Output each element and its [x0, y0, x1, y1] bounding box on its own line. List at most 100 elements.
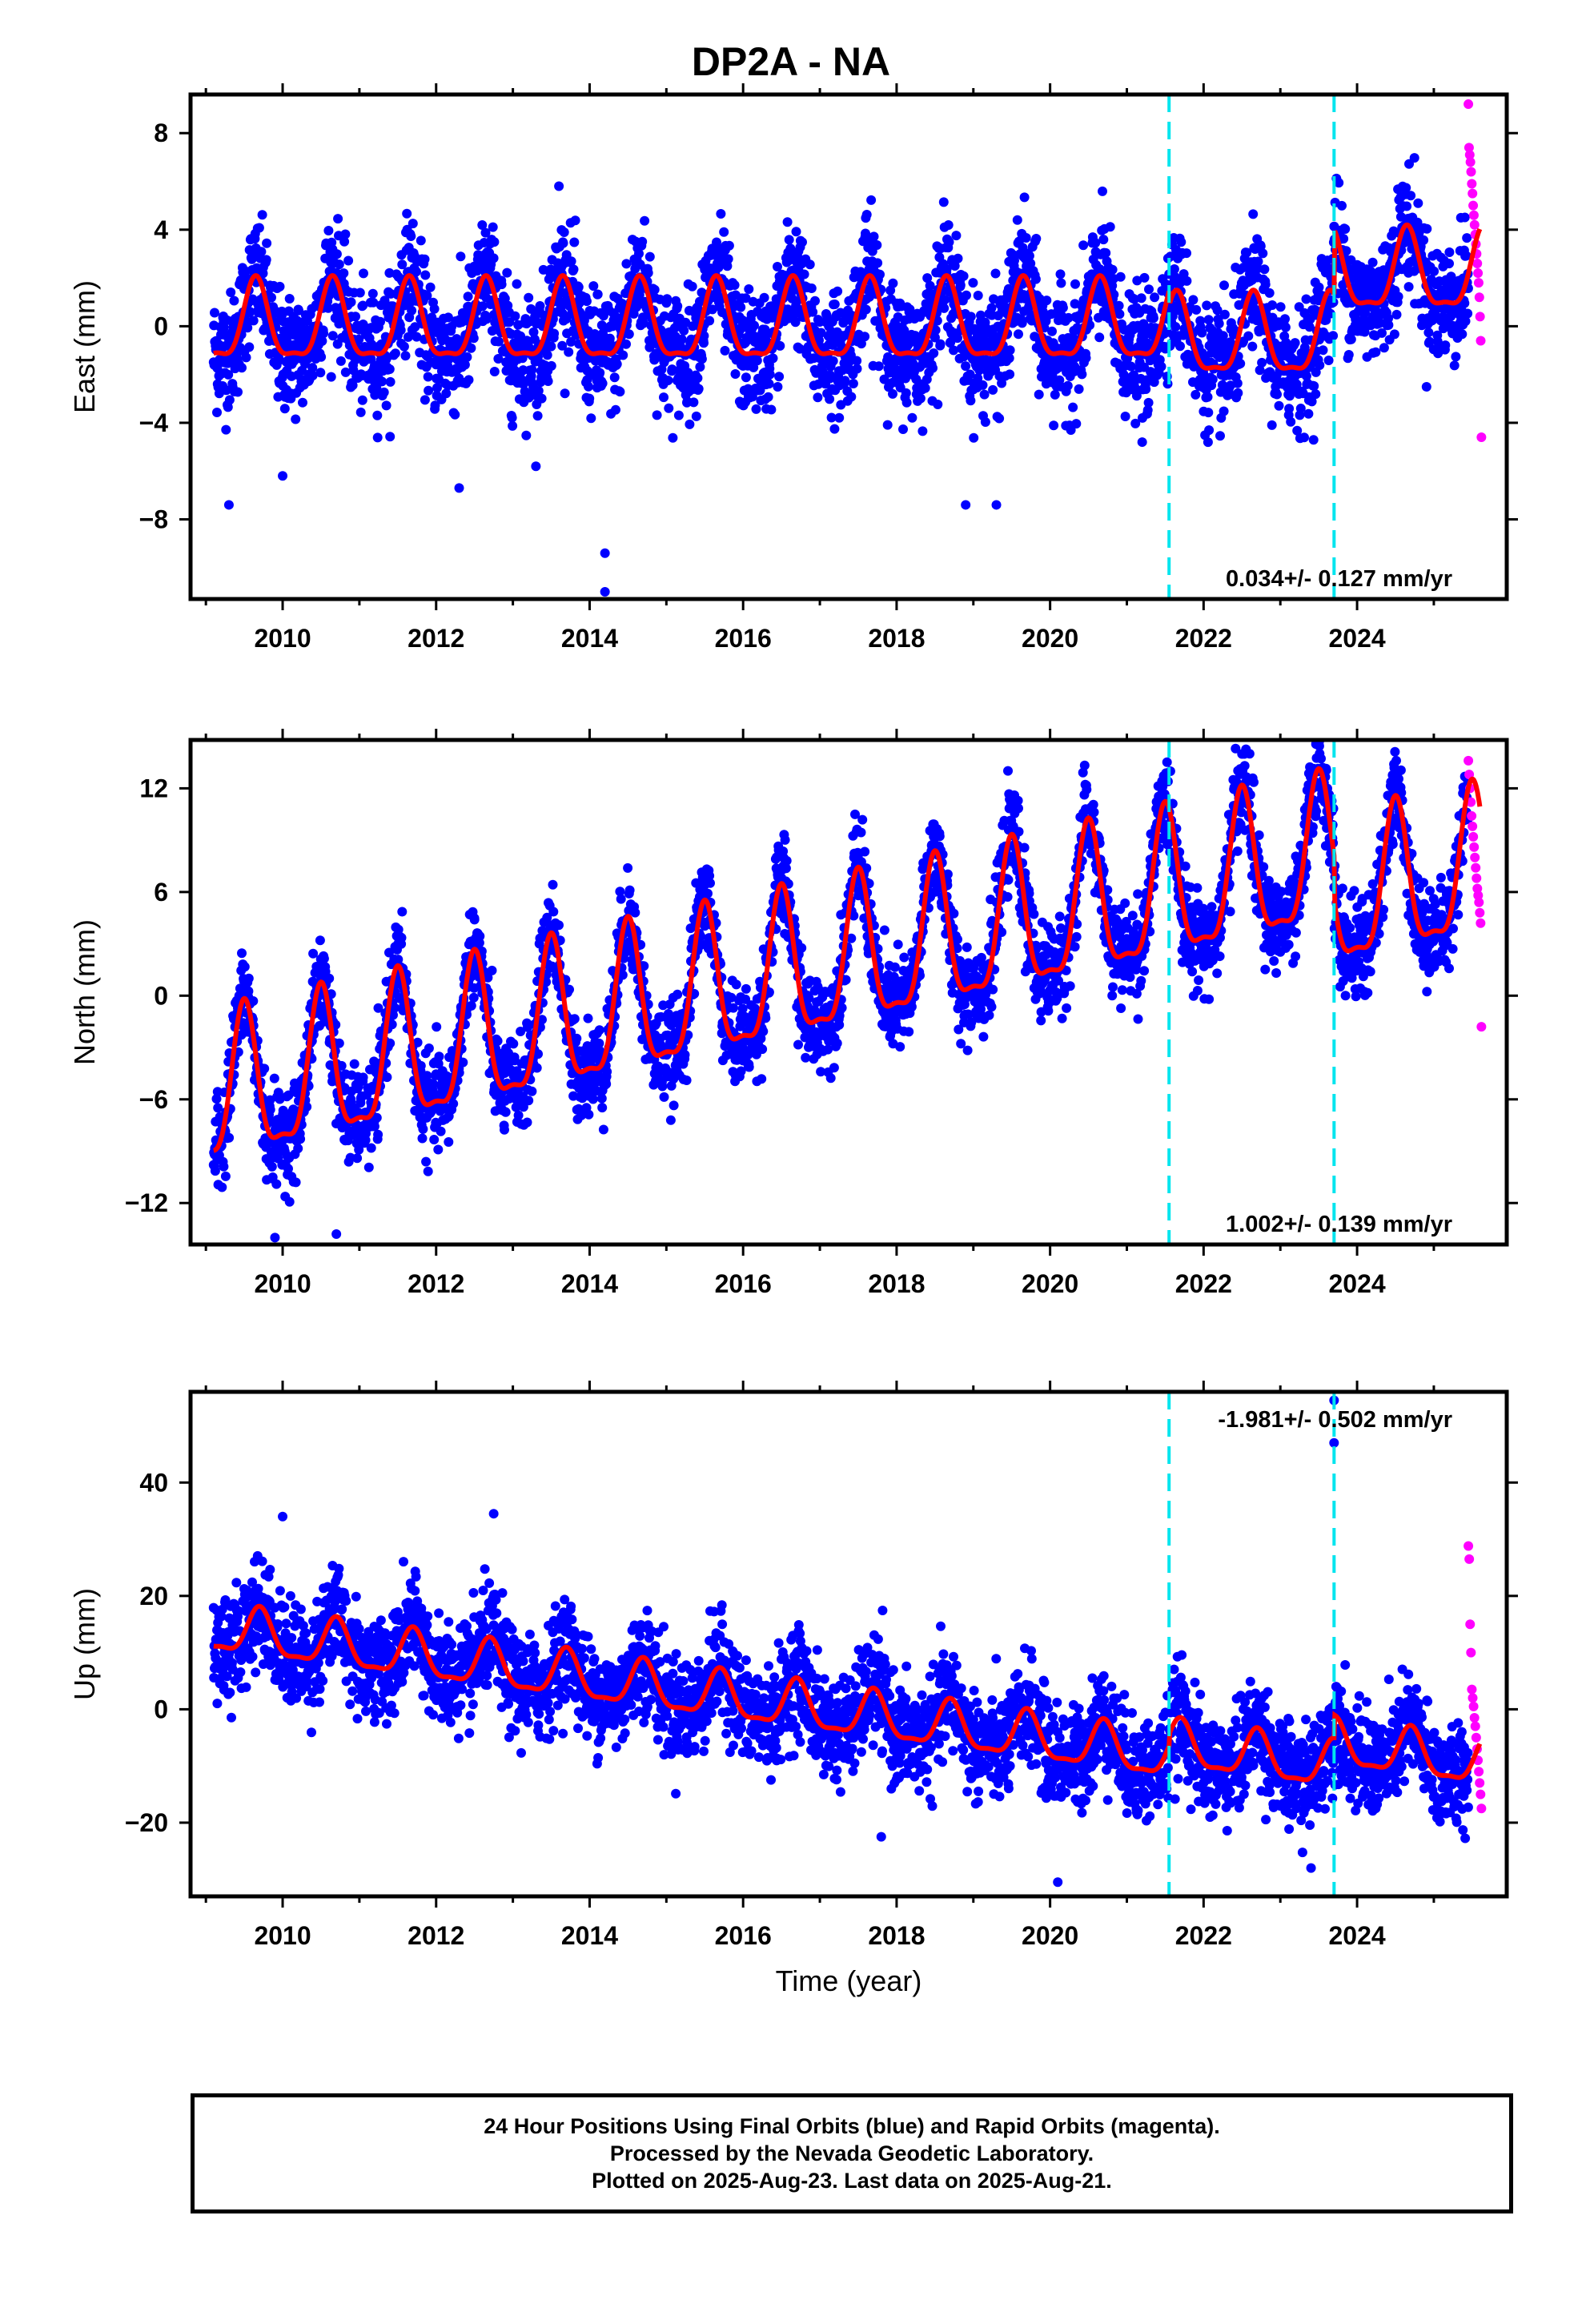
- east-point: [1203, 315, 1214, 325]
- north-point: [315, 935, 325, 946]
- east-point: [422, 291, 432, 301]
- east-rapid-point: [1476, 432, 1487, 443]
- east-y-axis-label: East (mm): [68, 280, 101, 413]
- east-point: [1218, 331, 1228, 341]
- east-point: [468, 333, 479, 344]
- east-point: [755, 385, 765, 396]
- east-point: [559, 227, 569, 237]
- east-point: [1257, 357, 1267, 368]
- north-point: [583, 1013, 593, 1023]
- east-point: [237, 363, 247, 373]
- north-point: [373, 1129, 383, 1140]
- east-point: [351, 312, 360, 322]
- east-x-tick-label: 2014: [561, 624, 618, 653]
- east-point: [1367, 257, 1378, 267]
- east-point: [410, 322, 420, 332]
- east-outlier-point: [991, 500, 1002, 510]
- east-point: [384, 364, 395, 374]
- north-point: [584, 1109, 594, 1120]
- east-point: [643, 267, 653, 278]
- east-point: [1383, 320, 1394, 330]
- east-point: [560, 388, 570, 399]
- east-point: [691, 411, 701, 421]
- north-point: [363, 1162, 374, 1172]
- north-point: [597, 1103, 608, 1113]
- east-point: [429, 304, 440, 314]
- east-point: [1422, 223, 1432, 234]
- east-point: [806, 283, 817, 293]
- east-point: [334, 259, 344, 270]
- east-point: [915, 393, 926, 404]
- east-point: [368, 297, 379, 308]
- east-point: [1462, 233, 1472, 243]
- east-point: [747, 392, 757, 402]
- east-point: [621, 259, 632, 269]
- east-point: [1308, 435, 1319, 445]
- east-point: [1419, 235, 1429, 245]
- east-point: [663, 376, 673, 385]
- east-point: [609, 372, 620, 383]
- north-point: [224, 1132, 235, 1143]
- east-point: [833, 286, 843, 296]
- east-point: [697, 354, 707, 364]
- east-point: [570, 215, 580, 226]
- east-point: [773, 262, 782, 271]
- east-point: [1144, 284, 1154, 295]
- east-point: [922, 273, 933, 283]
- east-point: [532, 411, 543, 421]
- east-point: [489, 367, 500, 376]
- east-point: [1440, 340, 1451, 351]
- east-point: [1391, 309, 1402, 320]
- north-point: [554, 920, 564, 931]
- east-point: [210, 308, 219, 318]
- east-point: [488, 222, 498, 232]
- east-point: [1114, 300, 1124, 311]
- east-point: [327, 331, 338, 341]
- east-point: [581, 296, 592, 307]
- east-point: [687, 281, 697, 292]
- east-point: [943, 220, 954, 230]
- east-point: [652, 410, 662, 420]
- east-point: [1393, 292, 1403, 302]
- east-point: [340, 367, 351, 377]
- east-rapid-point: [1473, 268, 1484, 279]
- east-point: [586, 413, 596, 424]
- east-point: [233, 387, 243, 397]
- east-point: [930, 325, 941, 336]
- east-point: [621, 339, 631, 349]
- east-point: [298, 397, 307, 408]
- east-point: [1197, 328, 1207, 338]
- east-point: [402, 208, 412, 219]
- east-point: [323, 303, 333, 313]
- north-point: [293, 1144, 303, 1154]
- north-point: [475, 931, 485, 941]
- east-point: [1264, 287, 1275, 298]
- east-point: [261, 255, 271, 265]
- east-point: [480, 227, 491, 238]
- east-point: [489, 237, 500, 247]
- east-point: [1260, 279, 1271, 290]
- east-point: [1290, 338, 1300, 348]
- east-point: [340, 229, 351, 239]
- east-outlier-point: [223, 500, 234, 510]
- east-point: [729, 280, 740, 290]
- east-point: [1272, 389, 1282, 400]
- east-point: [1203, 437, 1213, 448]
- north-point: [243, 986, 254, 996]
- east-rapid-point: [1468, 188, 1478, 199]
- east-rapid-point: [1472, 259, 1483, 269]
- east-point: [834, 412, 845, 423]
- east-point: [1219, 309, 1230, 320]
- north-point: [500, 1124, 509, 1135]
- east-point: [875, 269, 885, 279]
- east-point: [901, 388, 911, 398]
- east-point: [1343, 350, 1354, 360]
- east-point: [979, 389, 990, 400]
- east-point: [1034, 389, 1044, 400]
- north-final-points: [208, 740, 1487, 1243]
- east-point: [357, 395, 367, 405]
- east-point: [969, 432, 979, 443]
- east-point: [848, 379, 858, 388]
- east-point: [966, 312, 976, 322]
- east-point: [367, 288, 378, 299]
